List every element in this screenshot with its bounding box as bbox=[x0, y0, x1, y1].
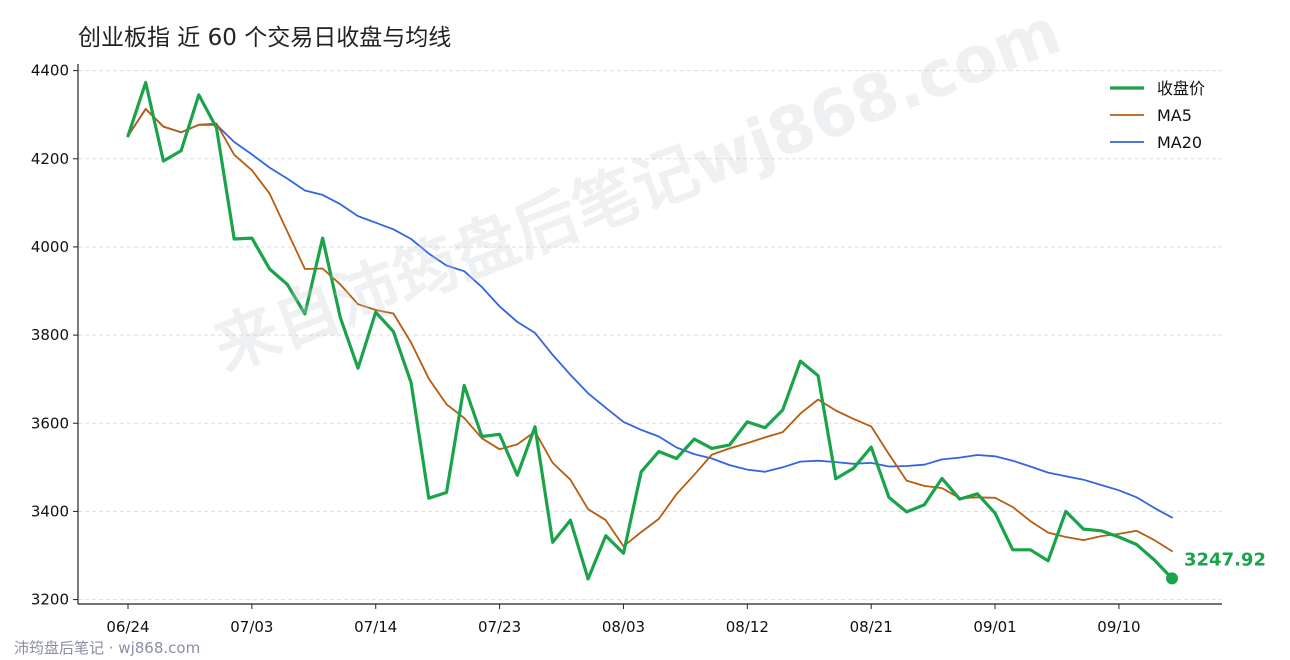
legend-label: MA20 bbox=[1157, 133, 1202, 152]
y-tick-label: 3800 bbox=[31, 326, 69, 344]
x-tick-label: 08/03 bbox=[602, 618, 645, 636]
y-tick-label: 4000 bbox=[31, 238, 69, 256]
legend-label: 收盘价 bbox=[1157, 79, 1205, 98]
ma5-line bbox=[127, 108, 1173, 552]
series-group bbox=[126, 80, 1174, 581]
x-tick-label: 06/24 bbox=[106, 618, 149, 636]
end-annotation: 3247.92 bbox=[1166, 549, 1266, 585]
y-tick-label: 3400 bbox=[31, 502, 69, 520]
x-tick-label: 07/23 bbox=[478, 618, 521, 636]
last-close-marker bbox=[1166, 572, 1178, 585]
x-axis: 06/24 07/03 07/14 07/23 08/03 08/12 08/21 09/01… bbox=[78, 603, 1222, 636]
y-tick-label: 4200 bbox=[31, 150, 69, 168]
watermark: 来自沛筠盘后笔记wj868.com bbox=[204, 0, 1070, 386]
source-footer: 沛筠盘后笔记 · wj868.com bbox=[14, 639, 200, 657]
y-axis: 3200 3400 3600 3800 4000 4200 4400 bbox=[31, 62, 79, 609]
legend: 收盘价 MA5 MA20 bbox=[1110, 79, 1205, 152]
legend-label: MA5 bbox=[1157, 106, 1192, 125]
last-close-label: 3247.92 bbox=[1184, 549, 1266, 570]
grid bbox=[78, 70, 1222, 601]
y-tick-label: 3200 bbox=[31, 591, 69, 609]
x-tick-label: 08/21 bbox=[850, 618, 893, 636]
x-tick-label: 09/01 bbox=[973, 618, 1016, 636]
x-tick-label: 07/14 bbox=[354, 618, 397, 636]
x-tick-label: 09/10 bbox=[1097, 618, 1140, 636]
y-tick-label: 3600 bbox=[31, 414, 69, 432]
x-tick-label: 07/03 bbox=[230, 618, 273, 636]
x-tick-label: 08/12 bbox=[726, 618, 769, 636]
close-price-line bbox=[126, 80, 1174, 581]
y-tick-label: 4400 bbox=[31, 62, 69, 80]
chart-title: 创业板指 近 60 个交易日收盘与均线 bbox=[78, 25, 451, 51]
ma20-line bbox=[127, 108, 1173, 519]
